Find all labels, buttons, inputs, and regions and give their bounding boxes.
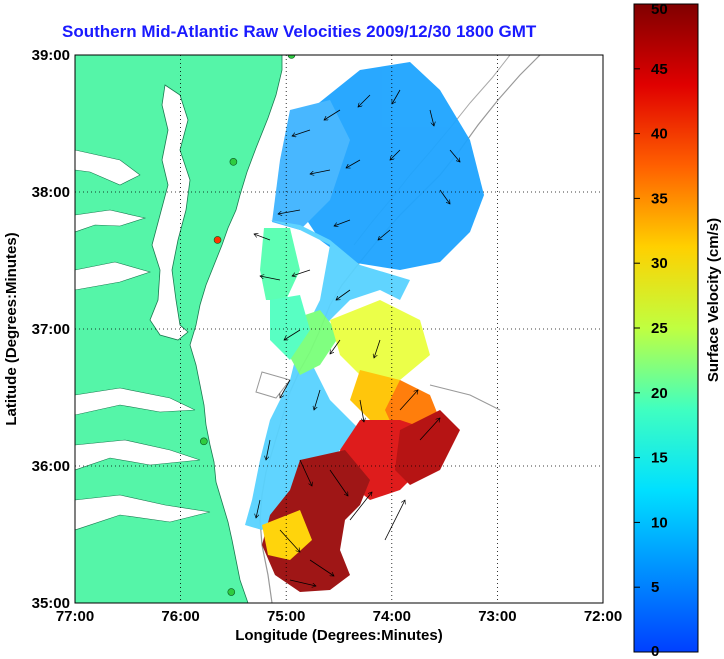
chesapeake-bay [149,84,191,341]
colorbar-tick-label: 30 [651,255,668,272]
colorbar-tick-label: 10 [651,514,668,531]
x-tick-label: 75:00 [267,608,305,625]
colorbar-tick-label: 15 [651,450,668,467]
velocity-vectors [254,89,460,586]
colorbar-tick-label: 35 [651,190,668,207]
map-title: Southern Mid-Atlantic Raw Velocities 200… [62,22,537,41]
x-tick-label: 73:00 [478,608,516,625]
station-marker [229,158,238,166]
grid [75,55,603,603]
station-marker [227,588,236,596]
x-tick-label: 76:00 [161,608,199,625]
y-tick-label: 39:00 [32,47,70,64]
y-tick-label: 38:00 [32,184,70,201]
hf-radar-stations [200,55,296,596]
colorbar-tick-label: 20 [651,385,668,402]
y-tick-label: 36:00 [32,458,70,475]
y-tick-label: 37:00 [32,321,70,338]
station-marker [213,236,222,244]
plot-frame [74,54,604,604]
x-axis-label: Longitude (Degrees:Minutes) [235,627,443,644]
colorbar-tick-label: 0 [651,643,659,659]
colorbar-tick-label: 40 [651,126,668,143]
colorbar-label: Surface Velocity (cm/s) [705,218,722,382]
station-marker [287,55,296,59]
colorbar-tick-label: 25 [651,320,668,337]
colorbar-tick-label: 5 [651,579,659,596]
x-tick-label: 77:00 [56,608,94,625]
colorbar-tick-label: 45 [651,61,668,78]
colorbar-tick-label: 50 [651,1,668,18]
x-tick-label: 74:00 [373,608,411,625]
y-axis-label: Latitude (Degrees:Minutes) [3,232,20,425]
station-marker [200,437,208,446]
velocity-field [245,62,484,592]
y-tick-label: 35:00 [32,595,70,612]
x-axis-ticks: 77:00 76:00 75:00 74:00 73:00 72:00 [56,608,622,625]
y-axis-ticks: 39:00 38:00 37:00 36:00 35:00 [32,47,70,612]
x-tick-label: 72:00 [584,608,622,625]
